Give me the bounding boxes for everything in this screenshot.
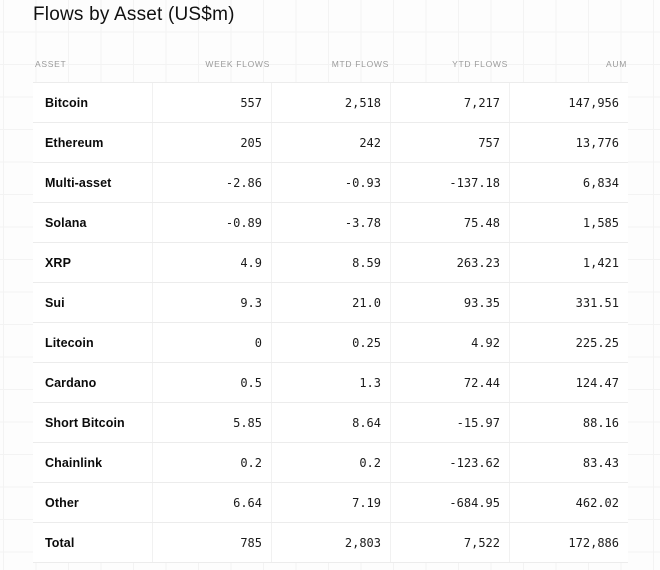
ytd-flows-value: 7,522 [390,523,509,562]
aum-value: 13,776 [509,123,628,162]
week-flows-value: 557 [152,83,271,122]
week-flows-value: 9.3 [152,283,271,322]
week-flows-value: -0.89 [152,203,271,242]
mtd-flows-value: 7.19 [271,483,390,522]
week-flows-value: 4.9 [152,243,271,282]
table-row: Bitcoin 557 2,518 7,217 147,956 [33,83,628,123]
table-row: Ethereum 205 242 757 13,776 [33,123,628,163]
aum-value: 225.25 [509,323,628,362]
ytd-flows-value: 72.44 [390,363,509,402]
asset-name: Short Bitcoin [45,415,125,430]
week-flows-value: 785 [152,523,271,562]
mtd-flows-value: 1.3 [271,363,390,402]
week-flows-value: 5.85 [152,403,271,442]
asset-name: Ethereum [45,135,104,150]
column-header-mtd-flows: MTD FLOWS [331,59,389,69]
aum-value: 1,421 [509,243,628,282]
aum-value: 6,834 [509,163,628,202]
mtd-flows-value: -0.93 [271,163,390,202]
table-row: Chainlink 0.2 0.2 -123.62 83.43 [33,443,628,483]
flows-by-asset-table: ASSET WEEK FLOWS MTD FLOWS YTD FLOWS AUM… [33,46,628,563]
table-row: Cardano 0.5 1.3 72.44 124.47 [33,363,628,403]
table-row: Multi-asset -2.86 -0.93 -137.18 6,834 [33,163,628,203]
aum-value: 462.02 [509,483,628,522]
mtd-flows-value: 0.2 [271,443,390,482]
ytd-flows-value: 4.92 [390,323,509,362]
asset-name: Bitcoin [45,95,89,110]
week-flows-value: 0 [152,323,271,362]
asset-name: Multi-asset [45,175,112,190]
table-header-row: ASSET WEEK FLOWS MTD FLOWS YTD FLOWS AUM [33,46,628,82]
table-row: Sui 9.3 21.0 93.35 331.51 [33,283,628,323]
table-row: Other 6.64 7.19 -684.95 462.02 [33,483,628,523]
aum-value: 1,585 [509,203,628,242]
table-row-total: Total 785 2,803 7,522 172,886 [33,523,628,563]
table-row: Litecoin 0 0.25 4.92 225.25 [33,323,628,363]
table-row: Solana -0.89 -3.78 75.48 1,585 [33,203,628,243]
week-flows-value: 0.5 [152,363,271,402]
aum-value: 331.51 [509,283,628,322]
column-header-aum: AUM [606,59,627,69]
ytd-flows-value: 93.35 [390,283,509,322]
asset-name: XRP [45,255,72,270]
mtd-flows-value: 8.59 [271,243,390,282]
mtd-flows-value: 242 [271,123,390,162]
aum-value: 124.47 [509,363,628,402]
page-title: Flows by Asset (US$m) [33,4,235,25]
ytd-flows-value: -15.97 [390,403,509,442]
table-row: Short Bitcoin 5.85 8.64 -15.97 88.16 [33,403,628,443]
asset-name: Cardano [45,375,97,390]
asset-name: Sui [45,295,65,310]
ytd-flows-value: -123.62 [390,443,509,482]
mtd-flows-value: 2,803 [271,523,390,562]
aum-value: 172,886 [509,523,628,562]
ytd-flows-value: 7,217 [390,83,509,122]
asset-name: Chainlink [45,455,103,470]
week-flows-value: 0.2 [152,443,271,482]
ytd-flows-value: 757 [390,123,509,162]
ytd-flows-value: -137.18 [390,163,509,202]
week-flows-value: -2.86 [152,163,271,202]
table-row: XRP 4.9 8.59 263.23 1,421 [33,243,628,283]
week-flows-value: 6.64 [152,483,271,522]
mtd-flows-value: 21.0 [271,283,390,322]
ytd-flows-value: 75.48 [390,203,509,242]
aum-value: 147,956 [509,83,628,122]
ytd-flows-value: -684.95 [390,483,509,522]
aum-value: 88.16 [509,403,628,442]
aum-value: 83.43 [509,443,628,482]
column-header-ytd-flows: YTD FLOWS [452,59,508,69]
mtd-flows-value: -3.78 [271,203,390,242]
week-flows-value: 205 [152,123,271,162]
asset-name: Other [45,495,79,510]
asset-name: Litecoin [45,335,94,350]
ytd-flows-value: 263.23 [390,243,509,282]
asset-name: Total [45,535,75,550]
asset-name: Solana [45,215,87,230]
mtd-flows-value: 2,518 [271,83,390,122]
column-header-asset: ASSET [35,59,67,69]
column-header-week-flows: WEEK FLOWS [205,59,270,69]
table-body: Bitcoin 557 2,518 7,217 147,956 Ethereum 205 24… [33,82,628,563]
mtd-flows-value: 0.25 [271,323,390,362]
mtd-flows-value: 8.64 [271,403,390,442]
